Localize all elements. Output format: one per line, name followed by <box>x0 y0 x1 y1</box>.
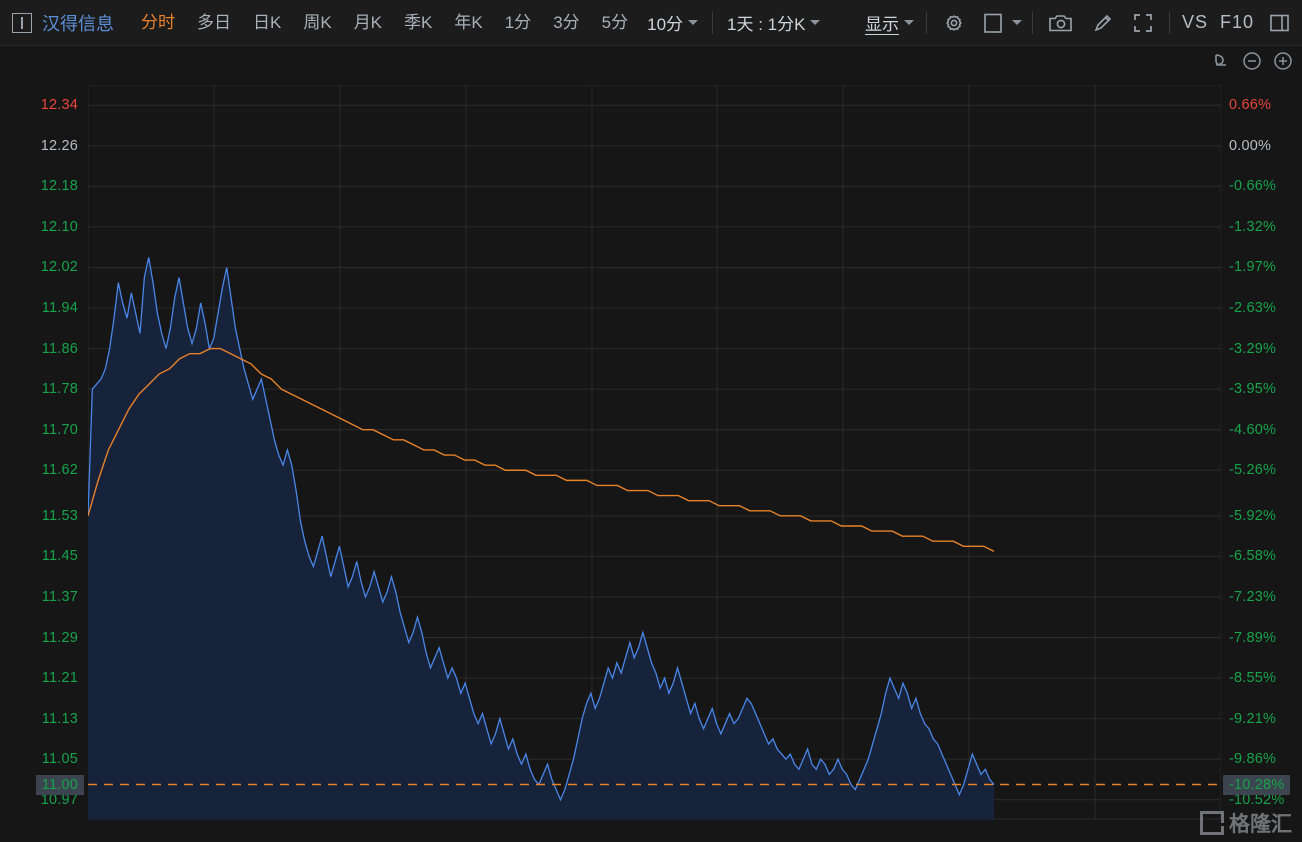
price-tick-label: 11.05 <box>41 751 78 768</box>
fullscreen-icon[interactable] <box>1132 12 1154 34</box>
price-tick-label: 12.26 <box>40 137 78 154</box>
zoom-in-icon[interactable] <box>1272 50 1294 77</box>
percent-tick-label: -5.26% <box>1229 462 1277 479</box>
price-tick-label: 11.13 <box>41 710 78 727</box>
price-tick-label: 12.34 <box>40 97 78 114</box>
stock-name-label[interactable]: 汉得信息 <box>42 13 114 34</box>
zoom-out-icon[interactable] <box>1241 50 1263 77</box>
price-tick-label: 11.86 <box>41 340 78 357</box>
pencil-icon[interactable] <box>1092 12 1114 34</box>
vs-button[interactable]: VS <box>1181 12 1208 32</box>
gear-icon[interactable] <box>942 11 966 35</box>
price-tick-label: 12.02 <box>40 259 78 276</box>
period-tab-1min[interactable]: 1分 <box>504 12 532 32</box>
period-tab-duori[interactable]: 多日 <box>197 12 231 32</box>
period-tab-yeark[interactable]: 年K <box>454 12 483 32</box>
chart-area[interactable]: 12.34 12.26 12.18 12.10 12.02 11.94 11.86 11.78… <box>0 46 1302 842</box>
price-tick-label: 11.94 <box>41 300 78 317</box>
percent-tick-label: -8.55% <box>1229 670 1277 687</box>
percent-tick-label: -10.52% <box>1229 791 1285 808</box>
period-tab-5min[interactable]: 5分 <box>601 12 629 32</box>
divider <box>712 11 714 34</box>
watermark-logo: 格隆汇 <box>1200 808 1292 838</box>
period-tab-weekk[interactable]: 周K <box>303 12 332 32</box>
percent-tick-label: 0.00% <box>1229 137 1272 154</box>
percent-tick-label: -3.29% <box>1229 340 1277 357</box>
period-tab-quarterk[interactable]: 季K <box>404 12 433 32</box>
price-tick-label: 11.62 <box>41 462 78 479</box>
price-tick-label: 11.70 <box>41 421 78 438</box>
undo-reset-icon[interactable] <box>1210 50 1232 77</box>
percent-tick-label: -1.97% <box>1229 259 1277 276</box>
price-tick-label: 11.45 <box>41 548 78 565</box>
sidebar-panel-icon[interactable] <box>1269 13 1290 33</box>
percent-tick-label: -3.95% <box>1229 381 1277 398</box>
chevron-down-icon <box>903 20 914 25</box>
divider <box>925 11 927 34</box>
toolbar: 汉得信息 分时 多日 日K 周K 月K 季K 年K 1分 3分 5分 10分 1… <box>0 0 1302 46</box>
percent-tick-label: -7.23% <box>1229 588 1277 605</box>
price-tick-label: 12.10 <box>40 218 78 235</box>
percent-tick-label: -4.60% <box>1229 421 1277 438</box>
current-percent-label: -10.28% <box>1223 774 1291 795</box>
percent-tick-label: -2.63% <box>1229 300 1277 317</box>
price-tick-label: 12.18 <box>40 178 78 195</box>
minute-dropdown-label: 10分 <box>647 15 684 34</box>
price-axis-left: 12.34 12.26 12.18 12.10 12.02 11.94 11.86 11.78… <box>0 85 86 820</box>
price-tick-label: 11.78 <box>41 381 78 398</box>
period-tab-dayk[interactable]: 日K <box>253 12 282 32</box>
chevron-down-icon <box>810 20 821 25</box>
watermark-text: 格隆汇 <box>1229 813 1292 836</box>
price-area-fill <box>88 257 994 821</box>
price-tick-label: 10.97 <box>40 791 78 808</box>
price-tick-label: 11.37 <box>41 588 78 605</box>
f10-button[interactable]: F10 <box>1219 12 1254 32</box>
percent-tick-label: -7.89% <box>1229 629 1277 646</box>
period-tab-3min[interactable]: 3分 <box>553 12 580 32</box>
display-dropdown-label: 显示 <box>864 15 899 34</box>
panel-icon[interactable] <box>12 12 32 33</box>
display-dropdown[interactable]: 显示 <box>859 10 920 35</box>
percent-tick-label: -9.21% <box>1229 710 1277 727</box>
percent-axis-right: 0.66% 0.00% -0.66% -1.32% -1.97% -2.63% -3.29%… <box>1221 85 1302 820</box>
percent-tick-label: -0.66% <box>1229 178 1277 195</box>
divider <box>1168 11 1170 34</box>
percent-tick-label: -6.58% <box>1229 548 1277 565</box>
divider <box>1031 11 1033 34</box>
period-tab-fenshi[interactable]: 分时 <box>141 12 175 32</box>
kline-dropdown-label: 1天 : 1分K <box>727 15 806 34</box>
price-line <box>87 257 995 802</box>
chevron-down-icon <box>1011 20 1022 25</box>
watermark-g-icon <box>1200 811 1224 835</box>
chevron-down-icon <box>688 20 699 25</box>
chart-zoom-controls <box>1210 48 1294 78</box>
plot-svg <box>87 84 1222 821</box>
percent-tick-label: 0.66% <box>1229 97 1272 114</box>
percent-tick-label: -9.86% <box>1229 751 1277 768</box>
percent-tick-label: -1.32% <box>1229 218 1277 235</box>
current-price-label: 11.00 <box>35 774 84 795</box>
layout-icon <box>983 12 1003 34</box>
camera-icon[interactable] <box>1048 12 1074 34</box>
layout-dropdown[interactable] <box>975 12 1026 34</box>
price-tick-label: 11.29 <box>41 629 78 646</box>
kline-dropdown[interactable]: 1天 : 1分K <box>719 10 828 35</box>
price-plot[interactable] <box>87 84 1222 821</box>
price-tick-label: 11.21 <box>41 670 78 687</box>
percent-tick-label: -5.92% <box>1229 507 1277 524</box>
period-tab-monthk[interactable]: 月K <box>353 12 383 32</box>
average-line <box>87 347 995 552</box>
minute-dropdown[interactable]: 10分 <box>639 10 706 35</box>
price-tick-label: 11.53 <box>41 507 78 524</box>
